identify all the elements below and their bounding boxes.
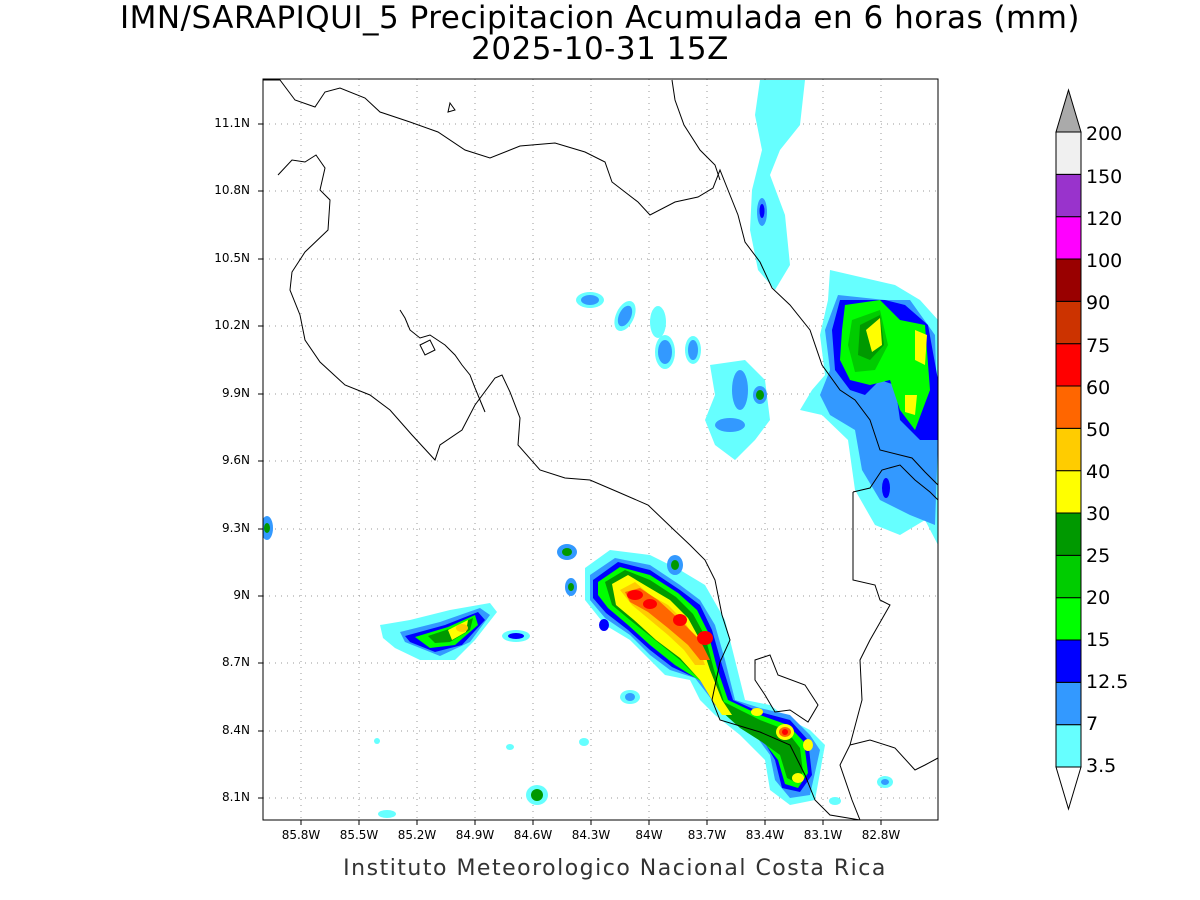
y-tick-label: 9N (233, 588, 250, 602)
y-tick-label: 10.2N (214, 318, 250, 332)
colorbar-swatch (1055, 724, 1082, 768)
x-tick-label: 83.1W (803, 828, 843, 842)
precip-field-caribbean-north (750, 80, 805, 290)
colorbar-swatch (1055, 470, 1082, 514)
colorbar-label: 200 (1086, 123, 1123, 145)
y-tick-label: 10.5N (214, 251, 250, 265)
y-tick-label: 11.1N (214, 116, 250, 130)
colorbar-upper-arrow (1055, 88, 1082, 133)
colorbar-label: 40 (1086, 461, 1111, 483)
colorbar-swatch (1055, 343, 1082, 387)
colorbar-label: 25 (1086, 545, 1111, 567)
colorbar-label: 150 (1086, 166, 1123, 188)
x-tick-label: 85.5W (339, 828, 379, 842)
colorbar-label: 50 (1086, 419, 1111, 441)
x-tick-label: 83.4W (745, 828, 785, 842)
colorbar-swatch (1055, 173, 1082, 218)
x-tick-label: 84W (635, 828, 663, 842)
y-tick-label: 9.9N (221, 386, 250, 400)
chart-subtitle-datetime: 2025-10-31 15Z (471, 31, 729, 67)
colorbar-swatch (1055, 385, 1082, 429)
x-tick-label: 83.7W (687, 828, 727, 842)
x-tick-label: 85.8W (281, 828, 321, 842)
colorbar-label: 100 (1086, 250, 1123, 272)
colorbar-swatch (1055, 597, 1082, 641)
colorbar-swatch (1055, 639, 1082, 683)
colorbar-swatch (1055, 131, 1082, 175)
colorbar-swatch (1055, 300, 1082, 345)
colorbar-lower-arrow (1055, 766, 1082, 811)
colorbar-label: 75 (1086, 335, 1111, 357)
y-tick-label: 8.4N (221, 723, 250, 737)
colorbar-swatch (1055, 427, 1082, 472)
map-frame (262, 78, 939, 821)
x-tick-label: 84.9W (455, 828, 495, 842)
precip-field-pacific-coast (374, 544, 893, 818)
x-tick-label: 84.3W (571, 828, 611, 842)
colorbar (1055, 88, 1082, 811)
y-tick-label: 10.8N (214, 183, 250, 197)
precip-field-central-scattered (576, 292, 770, 460)
precip-field-caribbean-east (800, 270, 938, 545)
y-tick-label: 9.6N (221, 453, 250, 467)
colorbar-swatch (1055, 258, 1082, 302)
colorbar-label: 3.5 (1086, 755, 1117, 777)
colorbar-label: 15 (1086, 629, 1111, 651)
y-tick-label: 8.1N (221, 790, 250, 804)
colorbar-label: 60 (1086, 377, 1111, 399)
colorbar-swatch (1055, 216, 1082, 260)
colorbar-label: 30 (1086, 503, 1111, 525)
colorbar-label: 12.5 (1086, 671, 1129, 693)
colorbar-swatch (1055, 554, 1082, 599)
colorbar-swatch (1055, 681, 1082, 726)
colorbar-label: 7 (1086, 713, 1099, 735)
precip-field-west-pacific (263, 516, 530, 660)
x-tick-label: 82.8W (861, 828, 901, 842)
chart-title: IMN/SARAPIQUI_5 Precipitacion Acumulada … (119, 0, 1081, 36)
colorbar-label: 20 (1086, 587, 1111, 609)
y-tick-label: 9.3N (221, 521, 250, 535)
colorbar-swatch (1055, 512, 1082, 556)
axis-ticks (258, 123, 882, 825)
map-grid (263, 79, 938, 820)
coastlines-borders (263, 79, 938, 820)
colorbar-label: 90 (1086, 292, 1111, 314)
y-tick-label: 8.7N (221, 655, 250, 669)
x-tick-label: 84.6W (513, 828, 553, 842)
footer-credit: Instituto Meteorologico Nacional Costa R… (343, 856, 887, 881)
x-tick-label: 85.2W (397, 828, 437, 842)
colorbar-label: 120 (1086, 208, 1123, 230)
